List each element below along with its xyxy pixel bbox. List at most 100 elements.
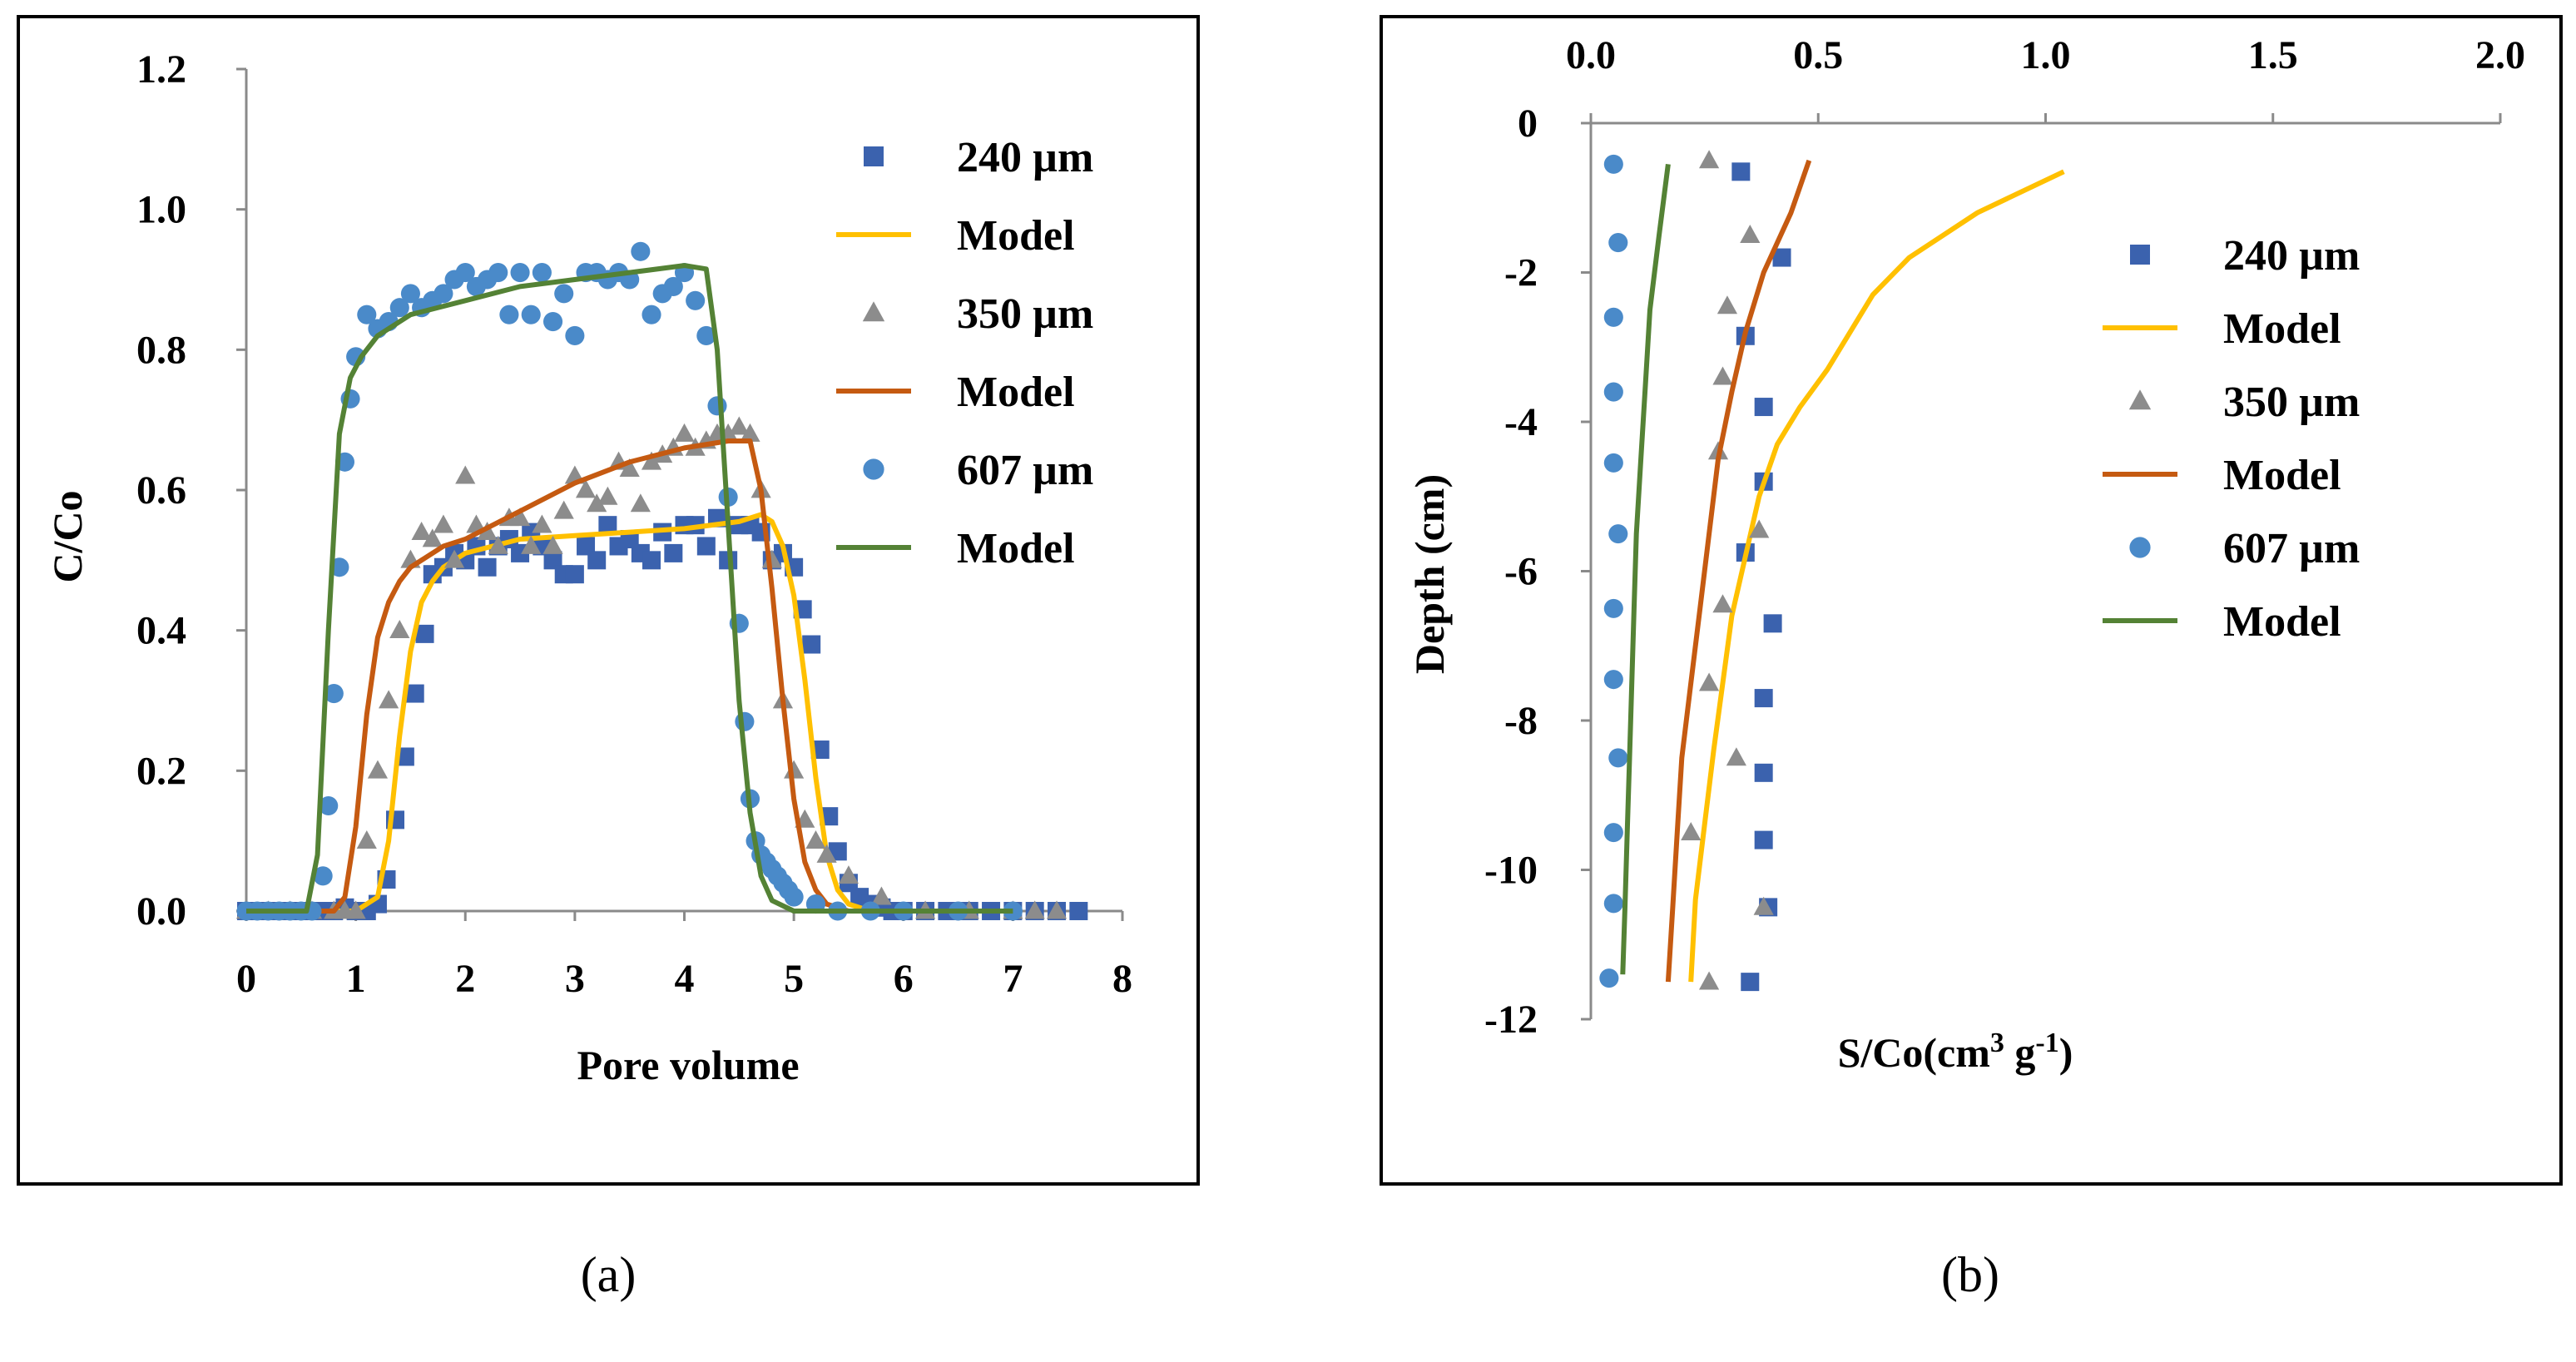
y-tick-label: 0 bbox=[1518, 102, 1538, 146]
data-point-triangle bbox=[816, 844, 837, 863]
data-point-circle bbox=[1603, 598, 1623, 618]
data-point-triangle bbox=[674, 423, 695, 442]
legend-swatch-square bbox=[2130, 245, 2150, 265]
y-tick-label: 0.2 bbox=[136, 749, 186, 793]
x-tick-label: 6 bbox=[894, 957, 914, 1001]
x-tick-label: 5 bbox=[784, 957, 804, 1001]
panel-b: 0.0 0.5 1.0 1.5 2.0 0 -2 -4 -6 -8 -10 -12 240 µm Mod… bbox=[1380, 15, 2563, 1302]
data-point-triangle bbox=[433, 514, 454, 533]
y-tick-label: -10 bbox=[1484, 849, 1538, 893]
panel-b-x-axis-title-end: ) bbox=[2059, 1029, 2073, 1076]
data-point-circle bbox=[1599, 968, 1619, 988]
data-point-triangle bbox=[729, 416, 750, 435]
y-tick-label: 0.0 bbox=[136, 889, 186, 934]
data-point-circle bbox=[499, 305, 519, 324]
legend-swatch-triangle bbox=[2128, 389, 2152, 410]
data-point-circle bbox=[488, 263, 508, 283]
panel-a-plot-area bbox=[235, 241, 1088, 921]
data-point-circle bbox=[1603, 823, 1623, 843]
y-tick-label: -8 bbox=[1504, 699, 1538, 743]
data-point-circle bbox=[324, 684, 344, 704]
legend-swatch-square bbox=[864, 146, 884, 166]
data-point-triangle bbox=[597, 486, 618, 505]
panel-a: 0 1 2 3 4 5 6 7 8 0.0 0.2 0.4 0.6 0.8 1.0 1.2 240 µm Mod… bbox=[17, 15, 1200, 1302]
data-point-triangle bbox=[1024, 900, 1045, 919]
data-point-circle bbox=[1603, 307, 1623, 327]
data-point-circle bbox=[735, 711, 755, 731]
data-point-circle bbox=[1603, 894, 1623, 914]
data-point-triangle bbox=[1698, 150, 1720, 169]
x-tick-label: 4 bbox=[675, 957, 695, 1001]
panel-b-x-axis-title-sup1: 3 bbox=[1990, 1028, 2004, 1058]
series-circle-points bbox=[1599, 154, 1628, 988]
data-point-square bbox=[598, 516, 617, 535]
data-point-triangle bbox=[379, 690, 399, 709]
y-tick-label: -2 bbox=[1504, 251, 1538, 295]
legend-swatch-circle bbox=[2129, 537, 2151, 558]
y-tick-label: -6 bbox=[1504, 550, 1538, 594]
data-point-circle bbox=[686, 290, 706, 310]
data-point-triangle bbox=[356, 830, 377, 849]
data-point-square bbox=[543, 551, 562, 570]
data-point-square bbox=[1741, 973, 1760, 992]
legend-label-0: 240 µm bbox=[2223, 232, 2360, 280]
data-point-triangle bbox=[1712, 366, 1733, 385]
data-point-circle bbox=[313, 866, 333, 886]
legend-label-4: 607 µm bbox=[2223, 525, 2360, 572]
series-line-model-5 bbox=[246, 263, 1013, 914]
data-point-triangle bbox=[838, 865, 859, 884]
data-point-square bbox=[664, 543, 683, 562]
data-point-circle bbox=[1608, 233, 1628, 253]
panel-b-plot-area bbox=[1599, 150, 2065, 992]
panel-a-frame bbox=[17, 15, 1200, 1186]
data-point-square bbox=[415, 624, 434, 643]
data-point-square bbox=[395, 747, 414, 766]
data-point-circle bbox=[357, 305, 377, 324]
data-point-triangle bbox=[784, 760, 805, 779]
data-point-circle bbox=[1603, 453, 1623, 473]
data-point-circle bbox=[1608, 524, 1628, 544]
data-point-triangle bbox=[871, 886, 892, 905]
x-tick-label: 2 bbox=[455, 957, 475, 1001]
data-point-circle bbox=[400, 284, 420, 304]
data-point-square bbox=[405, 684, 424, 703]
data-point-circle bbox=[455, 263, 475, 283]
y-tick-label: 1.0 bbox=[136, 188, 186, 232]
y-tick-label: -12 bbox=[1484, 998, 1538, 1042]
data-point-triangle bbox=[630, 493, 651, 513]
x-tick-label: 3 bbox=[565, 957, 585, 1001]
legend-swatch-circle bbox=[863, 458, 884, 480]
data-point-circle bbox=[510, 263, 530, 283]
panel-a-x-axis-title: Pore volume bbox=[577, 1042, 799, 1088]
series-line-model-3 bbox=[246, 438, 1013, 914]
data-point-triangle bbox=[455, 465, 476, 484]
data-point-circle bbox=[784, 887, 804, 907]
data-point-circle bbox=[319, 795, 339, 816]
y-tick-label: 0.6 bbox=[136, 468, 186, 513]
panel-b-x-axis-title-sup2: -1 bbox=[2035, 1028, 2058, 1058]
data-point-circle bbox=[1603, 670, 1623, 690]
x-tick-label: 0.5 bbox=[1793, 33, 1843, 77]
data-point-circle bbox=[521, 305, 541, 324]
data-point-square bbox=[1754, 830, 1773, 849]
data-point-square bbox=[478, 557, 497, 577]
panel-b-frame bbox=[1380, 15, 2563, 1186]
legend-label-0: 240 µm bbox=[957, 134, 1093, 181]
series-line-model-3 bbox=[1665, 159, 1812, 983]
panel-b-caption: (b) bbox=[1941, 1247, 1999, 1302]
data-point-circle bbox=[433, 284, 453, 304]
y-tick-label: 0.8 bbox=[136, 328, 186, 372]
data-point-circle bbox=[1608, 748, 1628, 768]
data-point-circle bbox=[707, 396, 727, 416]
data-point-triangle bbox=[488, 535, 508, 554]
panel-a-caption: (a) bbox=[581, 1247, 637, 1302]
data-point-triangle bbox=[575, 479, 597, 498]
data-point-triangle bbox=[411, 521, 432, 540]
data-point-triangle bbox=[805, 830, 826, 849]
legend-label-5: Model bbox=[2223, 598, 2341, 646]
data-point-circle bbox=[631, 241, 651, 261]
panel-b-legend: 240 µm Model 350 µm Model 607 µm Model bbox=[2103, 232, 2360, 646]
y-tick-label: 1.2 bbox=[136, 47, 186, 92]
legend-label-3: Model bbox=[2223, 452, 2341, 499]
